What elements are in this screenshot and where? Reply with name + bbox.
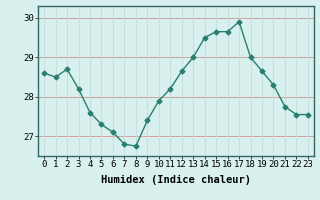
X-axis label: Humidex (Indice chaleur): Humidex (Indice chaleur) bbox=[101, 175, 251, 185]
